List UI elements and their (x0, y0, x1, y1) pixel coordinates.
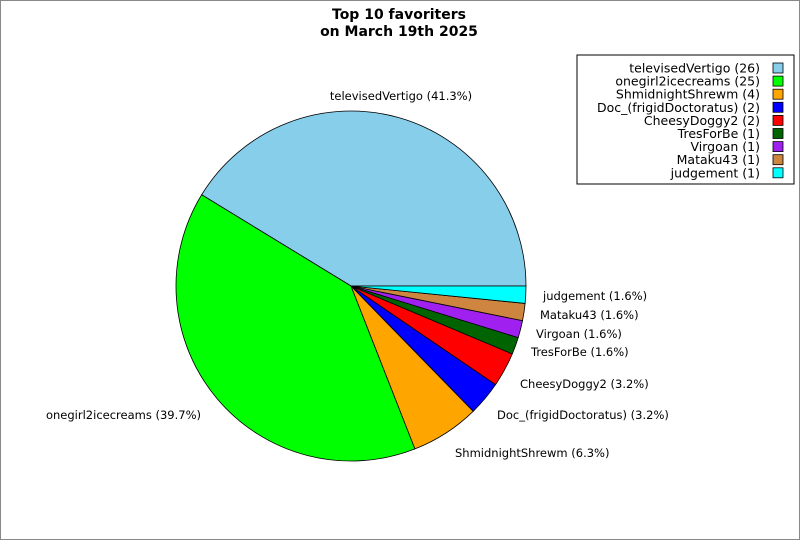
slice-label-shmidnightshrewm: ShmidnightShrewm (6.3%) (455, 446, 609, 460)
legend-label-virgoan: Virgoan (1) (690, 139, 760, 154)
pie-slices (175, 110, 527, 462)
legend-swatch-judgement (772, 167, 784, 179)
legend-swatch-televisedvertigo (772, 62, 784, 74)
legend-label-mataku43: Mataku43 (1) (677, 152, 760, 167)
legend: televisedVertigo (26)onegirl2icecreams (… (576, 54, 795, 185)
legend-label-cheesydoggy2: CheesyDoggy2 (2) (644, 113, 760, 128)
legend-swatch-tresforbe (772, 128, 784, 139)
slice-label-tresforbe: TresForBe (1.6%) (530, 345, 629, 359)
legend-swatch-onegirl2icecreams (772, 75, 784, 87)
pie-slice-onegirl2icecreams (175, 194, 416, 462)
legend-swatch-shmidnightshrewm (772, 88, 784, 100)
legend-label-judgement: judgement (1) (670, 165, 760, 180)
slice-label-televisedvertigo: televisedVertigo (41.3%) (330, 89, 472, 103)
pie-slice-judgement (350, 285, 527, 304)
legend-label-tresforbe: TresForBe (1) (677, 126, 760, 141)
legend-label-televisedvertigo: televisedVertigo (26) (629, 61, 760, 76)
legend-swatch-cheesydoggy2 (772, 115, 784, 126)
slice-label-judgement: judgement (1.6%) (542, 289, 647, 303)
legend-swatch-mataku43 (772, 154, 784, 166)
slice-label-cheesydoggy2: CheesyDoggy2 (3.2%) (520, 377, 649, 391)
legend-swatch-doc-frigiddoctoratus (772, 101, 784, 113)
legend-label-onegirl2icecreams: onegirl2icecreams (25) (615, 74, 760, 89)
legend-box (576, 54, 795, 185)
slice-label-onegirl2icecreams: onegirl2icecreams (39.7%) (46, 408, 201, 422)
legend-swatch-virgoan (772, 141, 784, 153)
chart-title: Top 10 favoriters (332, 7, 466, 23)
pie-slice-televisedvertigo (201, 110, 527, 287)
slice-label-virgoan: Virgoan (1.6%) (536, 327, 622, 341)
pie-slice-labels: televisedVertigo (41.3%) onegirl2icecream… (46, 89, 669, 460)
legend-label-shmidnightshrewm: ShmidnightShrewm (4) (616, 87, 760, 102)
legend-label-doc-frigiddoctoratus: Doc_(frigidDoctoratus) (2) (597, 100, 760, 115)
slice-label-mataku43: Mataku43 (1.6%) (540, 308, 639, 322)
slice-label-doc-frigiddoctoratus: Doc_(frigidDoctoratus) (3.2%) (497, 408, 669, 422)
chart-subtitle: on March 19th 2025 (320, 24, 478, 40)
